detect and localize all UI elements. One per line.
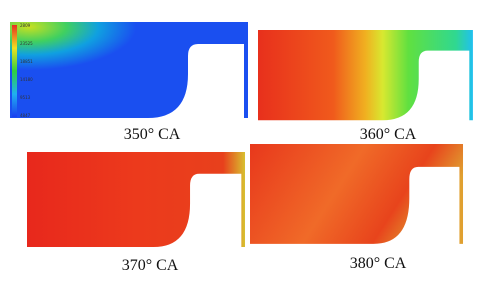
colorbar: [12, 25, 17, 117]
contour-plot: [10, 22, 248, 118]
contour-plot: [258, 30, 473, 121]
contour-plot: [250, 144, 464, 244]
caption: 350° CA: [124, 126, 181, 143]
legend-label: 18851: [20, 59, 33, 64]
legend-label: 23525: [20, 41, 33, 46]
legend-label: 14180: [20, 77, 33, 82]
caption: 360° CA: [360, 126, 417, 143]
caption: 380° CA: [350, 255, 407, 272]
caption: 370° CA: [122, 257, 179, 274]
contour-plot: [27, 152, 246, 248]
legend-label: 4847: [20, 113, 31, 118]
legend-label: 2809: [20, 23, 31, 28]
legend-label: 9513: [20, 95, 31, 100]
